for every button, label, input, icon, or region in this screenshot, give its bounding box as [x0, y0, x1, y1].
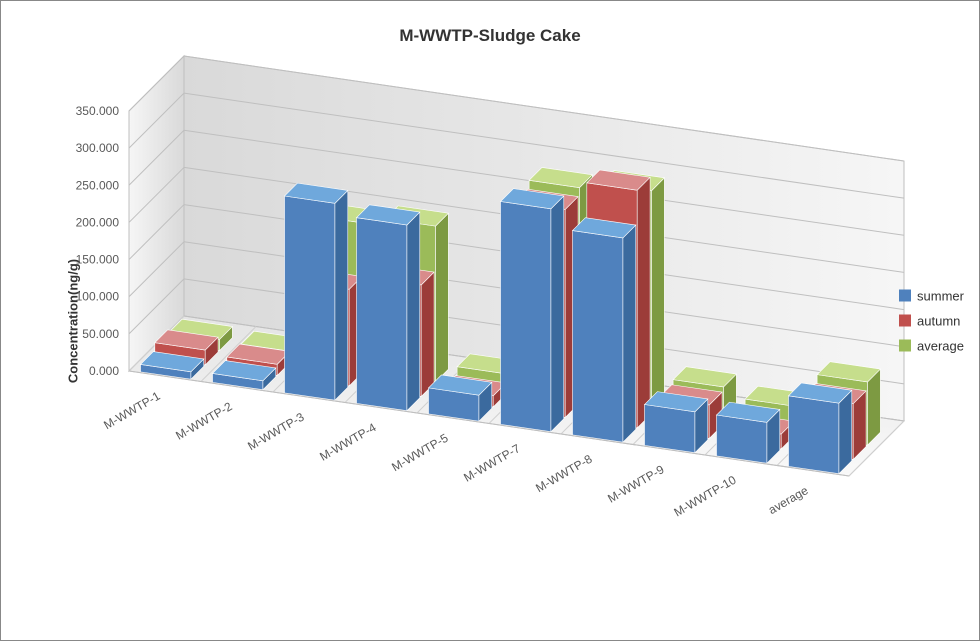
legend-swatch — [899, 315, 911, 327]
svg-text:M-WWTP-8: M-WWTP-8 — [533, 452, 595, 496]
legend-swatch — [899, 340, 911, 352]
svg-text:150.000: 150.000 — [76, 253, 120, 267]
svg-text:average: average — [766, 483, 811, 517]
legend-item: autumn — [899, 313, 964, 328]
legend-item: summer — [899, 288, 964, 303]
svg-text:M-WWTP-3: M-WWTP-3 — [245, 410, 307, 454]
svg-text:M-WWTP-5: M-WWTP-5 — [389, 431, 451, 475]
svg-text:M-WWTP-9: M-WWTP-9 — [605, 462, 667, 506]
svg-text:300.000: 300.000 — [76, 141, 120, 155]
legend-label: summer — [917, 288, 964, 303]
legend: summer autumn average — [899, 278, 964, 363]
svg-text:350.000: 350.000 — [76, 104, 120, 118]
svg-text:M-WWTP-4: M-WWTP-4 — [317, 420, 379, 464]
svg-text:M-WWTP-7: M-WWTP-7 — [461, 441, 523, 485]
legend-label: average — [917, 338, 964, 353]
svg-text:200.000: 200.000 — [76, 215, 120, 229]
legend-swatch — [899, 290, 911, 302]
chart-plot: 0.000 50.000 100.000 150.000 200.000 250.000 3… — [1, 1, 980, 641]
svg-text:M-WWTP-1: M-WWTP-1 — [101, 389, 163, 433]
svg-text:250.000: 250.000 — [76, 178, 120, 192]
svg-text:M-WWTP-10: M-WWTP-10 — [671, 473, 738, 520]
legend-item: average — [899, 338, 964, 353]
svg-text:M-WWTP-2: M-WWTP-2 — [173, 399, 235, 443]
svg-text:0.000: 0.000 — [89, 364, 119, 378]
svg-text:50.000: 50.000 — [82, 327, 119, 341]
chart-container: M-WWTP-Sludge Cake Concentration(ng/g) 0… — [0, 0, 980, 641]
svg-text:100.000: 100.000 — [76, 290, 120, 304]
legend-label: autumn — [917, 313, 960, 328]
